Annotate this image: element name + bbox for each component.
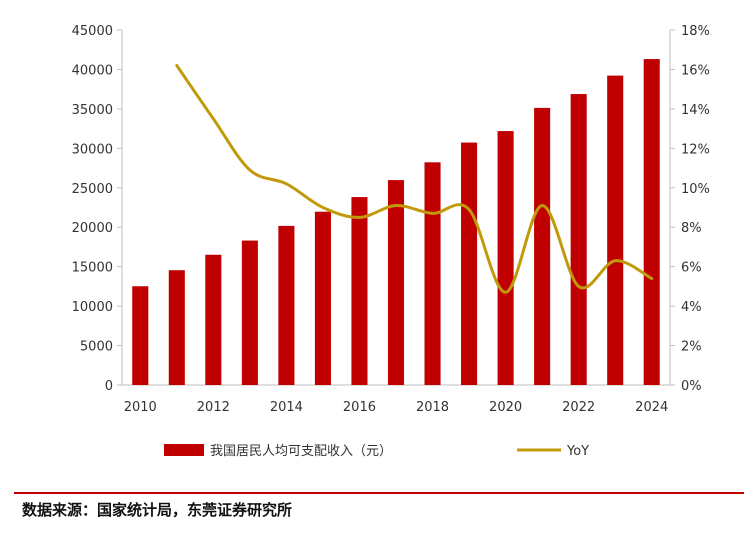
right-tick-label: 10% xyxy=(681,182,710,197)
left-tick-label: 10000 xyxy=(72,300,113,315)
income-bar-2010 xyxy=(132,286,149,385)
right-tick-label: 18% xyxy=(681,24,710,39)
left-tick-label: 5000 xyxy=(80,340,113,355)
source-note: 数据来源：国家统计局，东莞证券研究所 xyxy=(22,501,293,519)
right-y-axis: 0% 2% 4% 6% 8% 10% 12% 14% 16% 18% xyxy=(669,24,710,394)
left-tick-label: 30000 xyxy=(72,142,113,157)
x-tick-label: 2016 xyxy=(343,400,376,415)
legend: 我国居民人均可支配收入（元） YoY xyxy=(164,444,589,459)
right-tick-label: 14% xyxy=(681,103,710,118)
yoy-point-2012 xyxy=(212,117,215,120)
x-tick-label: 2010 xyxy=(124,400,157,415)
x-axis: 2010 2012 2014 2016 2018 2020 2022 2024 xyxy=(122,384,670,415)
income-bars xyxy=(132,59,660,386)
yoy-point-2011 xyxy=(175,64,178,67)
yoy-point-2015 xyxy=(321,206,324,209)
yoy-point-2022 xyxy=(577,285,580,288)
yoy-point-2023 xyxy=(614,259,617,262)
income-bar-2019 xyxy=(461,142,478,385)
yoy-point-2021 xyxy=(541,204,544,207)
legend-bar-label: 我国居民人均可支配收入（元） xyxy=(210,444,392,459)
income-bar-2023 xyxy=(607,75,624,385)
right-tick-label: 2% xyxy=(681,340,702,355)
right-tick-label: 0% xyxy=(681,379,702,394)
right-tick-label: 6% xyxy=(681,261,702,276)
yoy-point-2013 xyxy=(248,169,251,172)
x-tick-label: 2024 xyxy=(635,400,668,415)
right-tick-label: 16% xyxy=(681,63,710,78)
left-tick-label: 15000 xyxy=(72,261,113,276)
income-bar-2016 xyxy=(351,197,368,385)
income-bar-2015 xyxy=(314,211,331,385)
yoy-point-2014 xyxy=(285,182,288,185)
income-bar-2021 xyxy=(534,107,551,385)
yoy-point-2017 xyxy=(395,204,398,207)
income-bar-2011 xyxy=(168,270,185,385)
left-tick-label: 20000 xyxy=(72,221,113,236)
yoy-point-2016 xyxy=(358,216,361,219)
income-bar-2012 xyxy=(205,254,222,385)
left-tick-label: 25000 xyxy=(72,182,113,197)
x-tick-label: 2014 xyxy=(270,400,303,415)
right-tick-label: 12% xyxy=(681,142,710,157)
left-tick-label: 0 xyxy=(105,379,113,394)
income-bar-2022 xyxy=(570,94,587,385)
income-bar-2017 xyxy=(387,180,405,385)
yoy-line xyxy=(175,64,654,294)
yoy-point-2018 xyxy=(431,212,434,215)
x-tick-label: 2022 xyxy=(562,400,595,415)
yoy-point-2019 xyxy=(468,208,471,211)
right-tick-label: 8% xyxy=(681,221,702,236)
legend-bar-swatch xyxy=(164,444,204,456)
yoy-line-group xyxy=(175,64,654,294)
yoy-point-2020 xyxy=(504,291,507,294)
income-bar-2014 xyxy=(278,225,295,385)
left-tick-label: 35000 xyxy=(72,103,113,118)
income-bar-2020 xyxy=(497,131,514,385)
left-y-axis: 0 5000 10000 15000 20000 25000 30000 35000 40000… xyxy=(72,24,123,394)
legend-line-label: YoY xyxy=(566,444,589,459)
income-bar-2024 xyxy=(643,59,660,386)
x-tick-label: 2012 xyxy=(197,400,230,415)
source-divider xyxy=(14,492,744,494)
income-bar-2018 xyxy=(424,162,441,385)
x-tick-label: 2020 xyxy=(489,400,522,415)
income-bar-2013 xyxy=(241,240,258,385)
right-tick-label: 4% xyxy=(681,300,702,315)
yoy-point-2024 xyxy=(650,277,653,280)
left-tick-label: 40000 xyxy=(72,63,113,78)
x-tick-label: 2018 xyxy=(416,400,449,415)
left-tick-label: 45000 xyxy=(72,24,113,39)
